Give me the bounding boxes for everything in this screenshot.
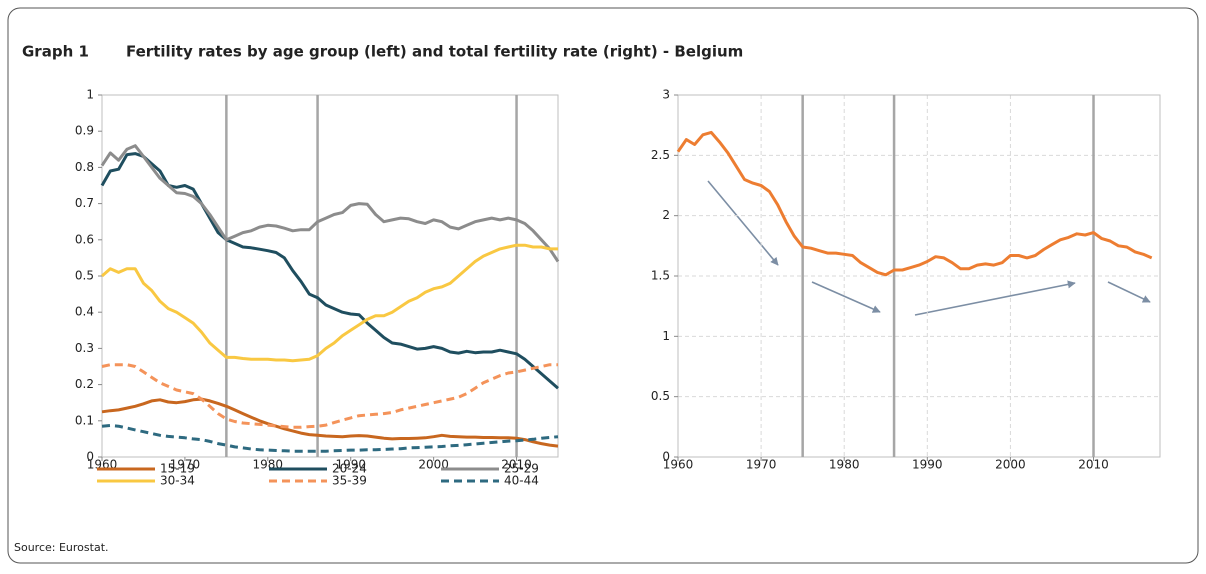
arrow [914, 280, 1076, 316]
x-tick-label: 2000 [995, 458, 1026, 472]
y-tick-label: 2 [662, 208, 670, 222]
y-tick-label: 0.4 [75, 305, 94, 319]
series-line [101, 243, 558, 363]
source: Source: Eurostat. [14, 541, 109, 554]
y-tick-label: 0 [86, 450, 94, 464]
graph-title: Fertility rates by age group (left) and … [126, 43, 743, 61]
x-tick-label: 1990 [912, 458, 943, 472]
x-tick-label: 2010 [501, 458, 532, 472]
arrow [811, 281, 881, 313]
x-tick-label: 2010 [1078, 458, 1109, 472]
series-line [101, 397, 559, 448]
y-tick-label: 3 [662, 88, 670, 102]
legend-label: 30-34 [160, 474, 195, 488]
series-line [676, 130, 1153, 277]
y-tick-label: 2.5 [651, 148, 670, 162]
y-tick-label: 0.3 [75, 341, 94, 355]
y-tick-label: 1.5 [651, 269, 670, 283]
y-tick-label: 0.6 [75, 232, 94, 246]
y-tick-label: 0.2 [75, 377, 94, 391]
series-line [100, 152, 559, 390]
series-line [100, 144, 560, 263]
y-tick-label: 0.1 [75, 413, 94, 427]
y-tick-label: 1 [662, 329, 670, 343]
frame [7, 7, 1199, 564]
y-tick-label: 0.7 [75, 196, 94, 210]
x-tick-label: 1960 [663, 458, 694, 472]
legend-label: 25-29 [504, 462, 539, 476]
x-tick-label: 1980 [829, 458, 860, 472]
y-tick-label: 1 [86, 88, 94, 102]
legend-label: 35-39 [332, 474, 367, 488]
y-tick-label: 0.9 [75, 124, 94, 138]
arrow [1107, 281, 1151, 303]
y-tick-label: 0.5 [651, 389, 670, 403]
y-tick-label: 0.5 [75, 269, 94, 283]
x-tick-label: 1990 [335, 458, 366, 472]
series-line [101, 424, 559, 453]
graph-label: Graph 1 [22, 43, 89, 61]
y-tick-label: 0 [662, 450, 670, 464]
legend-label: 40-44 [504, 474, 539, 488]
y-tick-label: 0.8 [75, 160, 94, 174]
trend-arrows [707, 180, 1151, 316]
plot: 0 0.5 1 1.5 2 2.5 3 1960 1970 1980 1990 2000 2010 [651, 88, 1161, 472]
x-tick-label: 1970 [746, 458, 777, 472]
legend-label: 15-19 [160, 462, 195, 476]
x-tick-label: 1970 [170, 458, 201, 472]
arrow [707, 180, 779, 266]
series-line [101, 363, 558, 429]
legend-label: 20-24 [332, 462, 367, 476]
